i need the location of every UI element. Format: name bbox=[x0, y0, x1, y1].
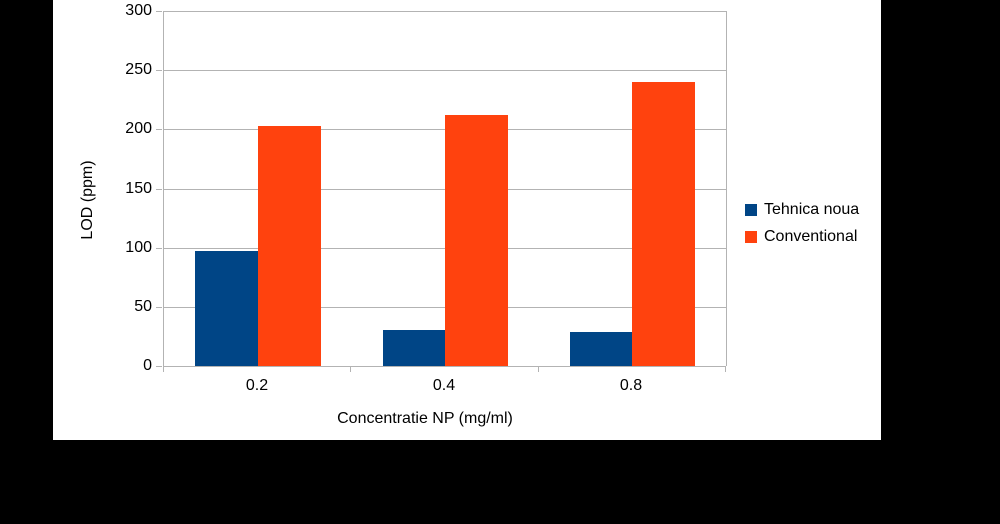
x-tick-label: 0.4 bbox=[432, 377, 456, 394]
x-axis-tick bbox=[538, 366, 539, 372]
x-tick-label: 0.2 bbox=[245, 377, 269, 394]
legend-item-tehnica-noua: Tehnica noua bbox=[745, 201, 859, 219]
legend-swatch-icon bbox=[745, 231, 757, 243]
y-tick-label: 300 bbox=[125, 2, 152, 19]
legend-label: Tehnica noua bbox=[764, 201, 860, 218]
gridline-y-250 bbox=[164, 70, 726, 71]
y-tick-label: 250 bbox=[125, 61, 152, 78]
gridline-y-300 bbox=[164, 11, 726, 12]
bar-tehnica-noua-0.2 bbox=[195, 251, 258, 366]
y-axis-tick bbox=[156, 248, 162, 249]
legend: Tehnica noua Conventional bbox=[745, 201, 859, 255]
x-axis-tick bbox=[163, 366, 164, 372]
bar-tehnica-noua-0.8 bbox=[570, 332, 633, 366]
x-axis-tick bbox=[725, 366, 726, 372]
y-axis-title: LOD (ppm) bbox=[79, 160, 96, 240]
plot-area bbox=[163, 11, 727, 367]
y-axis-tick bbox=[156, 189, 162, 190]
legend-label: Conventional bbox=[764, 228, 858, 245]
y-tick-label: 150 bbox=[125, 180, 152, 197]
x-axis-tick bbox=[350, 366, 351, 372]
gridline-y-0 bbox=[164, 366, 726, 367]
x-axis-title: Concentratie NP (mg/ml) bbox=[337, 410, 513, 427]
bar-conventional-0.4 bbox=[445, 115, 508, 366]
y-tick-label: 200 bbox=[125, 120, 152, 137]
bar-chart: LOD (ppm) Tehnica noua Conventional Conce… bbox=[53, 0, 881, 440]
y-tick-label: 50 bbox=[134, 298, 152, 315]
y-axis-tick bbox=[156, 129, 162, 130]
legend-item-conventional: Conventional bbox=[745, 228, 859, 246]
x-tick-label: 0.8 bbox=[619, 377, 643, 394]
y-axis-tick bbox=[156, 70, 162, 71]
bar-tehnica-noua-0.4 bbox=[383, 330, 446, 366]
y-axis-tick bbox=[156, 11, 162, 12]
y-tick-label: 100 bbox=[125, 239, 152, 256]
y-axis-tick bbox=[156, 366, 162, 367]
bar-conventional-0.8 bbox=[632, 82, 695, 366]
bar-conventional-0.2 bbox=[258, 126, 321, 366]
y-tick-label: 0 bbox=[143, 357, 152, 374]
y-axis-tick bbox=[156, 307, 162, 308]
legend-swatch-icon bbox=[745, 204, 757, 216]
